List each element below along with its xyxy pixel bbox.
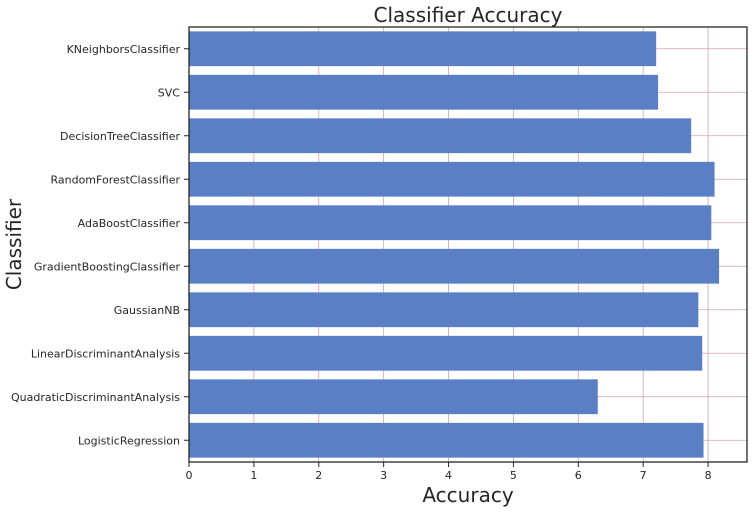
bar (189, 161, 715, 197)
bar (189, 422, 704, 458)
y-tick-label: DecisionTreeClassifier (60, 130, 180, 143)
chart-title: Classifier Accuracy (374, 3, 563, 27)
bar (189, 31, 657, 67)
bar (189, 248, 720, 284)
x-tick-label: 0 (186, 469, 193, 482)
x-tick-label: 3 (380, 469, 387, 482)
x-tick-label: 4 (445, 469, 452, 482)
bar (189, 118, 692, 154)
bar (189, 335, 703, 371)
y-axis-ticks: KNeighborsClassifier SVC DecisionTreeClass… (11, 43, 189, 447)
y-tick-label: LogisticRegression (78, 434, 180, 447)
x-axis-title: Accuracy (422, 483, 513, 507)
y-tick-label: AdaBoostClassifier (78, 217, 181, 230)
y-tick-label: LinearDiscriminantAnalysis (31, 347, 180, 360)
bar (189, 205, 712, 241)
y-tick-label: QuadraticDiscriminantAnalysis (11, 391, 180, 404)
x-tick-label: 6 (575, 469, 582, 482)
y-tick-label: GradientBoostingClassifier (34, 260, 181, 273)
x-tick-label: 5 (510, 469, 517, 482)
bar (189, 292, 699, 328)
plot-frame (188, 26, 748, 463)
y-tick-label: KNeighborsClassifier (67, 43, 181, 56)
x-axis-ticks: 0 1 2 3 4 5 6 7 8 (186, 462, 712, 482)
bar (189, 379, 598, 415)
bar (189, 74, 659, 110)
y-axis-title: Classifier (2, 198, 26, 290)
y-tick-label: SVC (158, 86, 181, 99)
x-tick-label: 1 (250, 469, 257, 482)
x-tick-label: 2 (315, 469, 322, 482)
y-tick-label: GaussianNB (114, 304, 180, 317)
x-tick-label: 8 (705, 469, 712, 482)
x-tick-label: 7 (640, 469, 647, 482)
bars (189, 31, 720, 458)
y-tick-label: RandomForestClassifier (50, 173, 180, 186)
